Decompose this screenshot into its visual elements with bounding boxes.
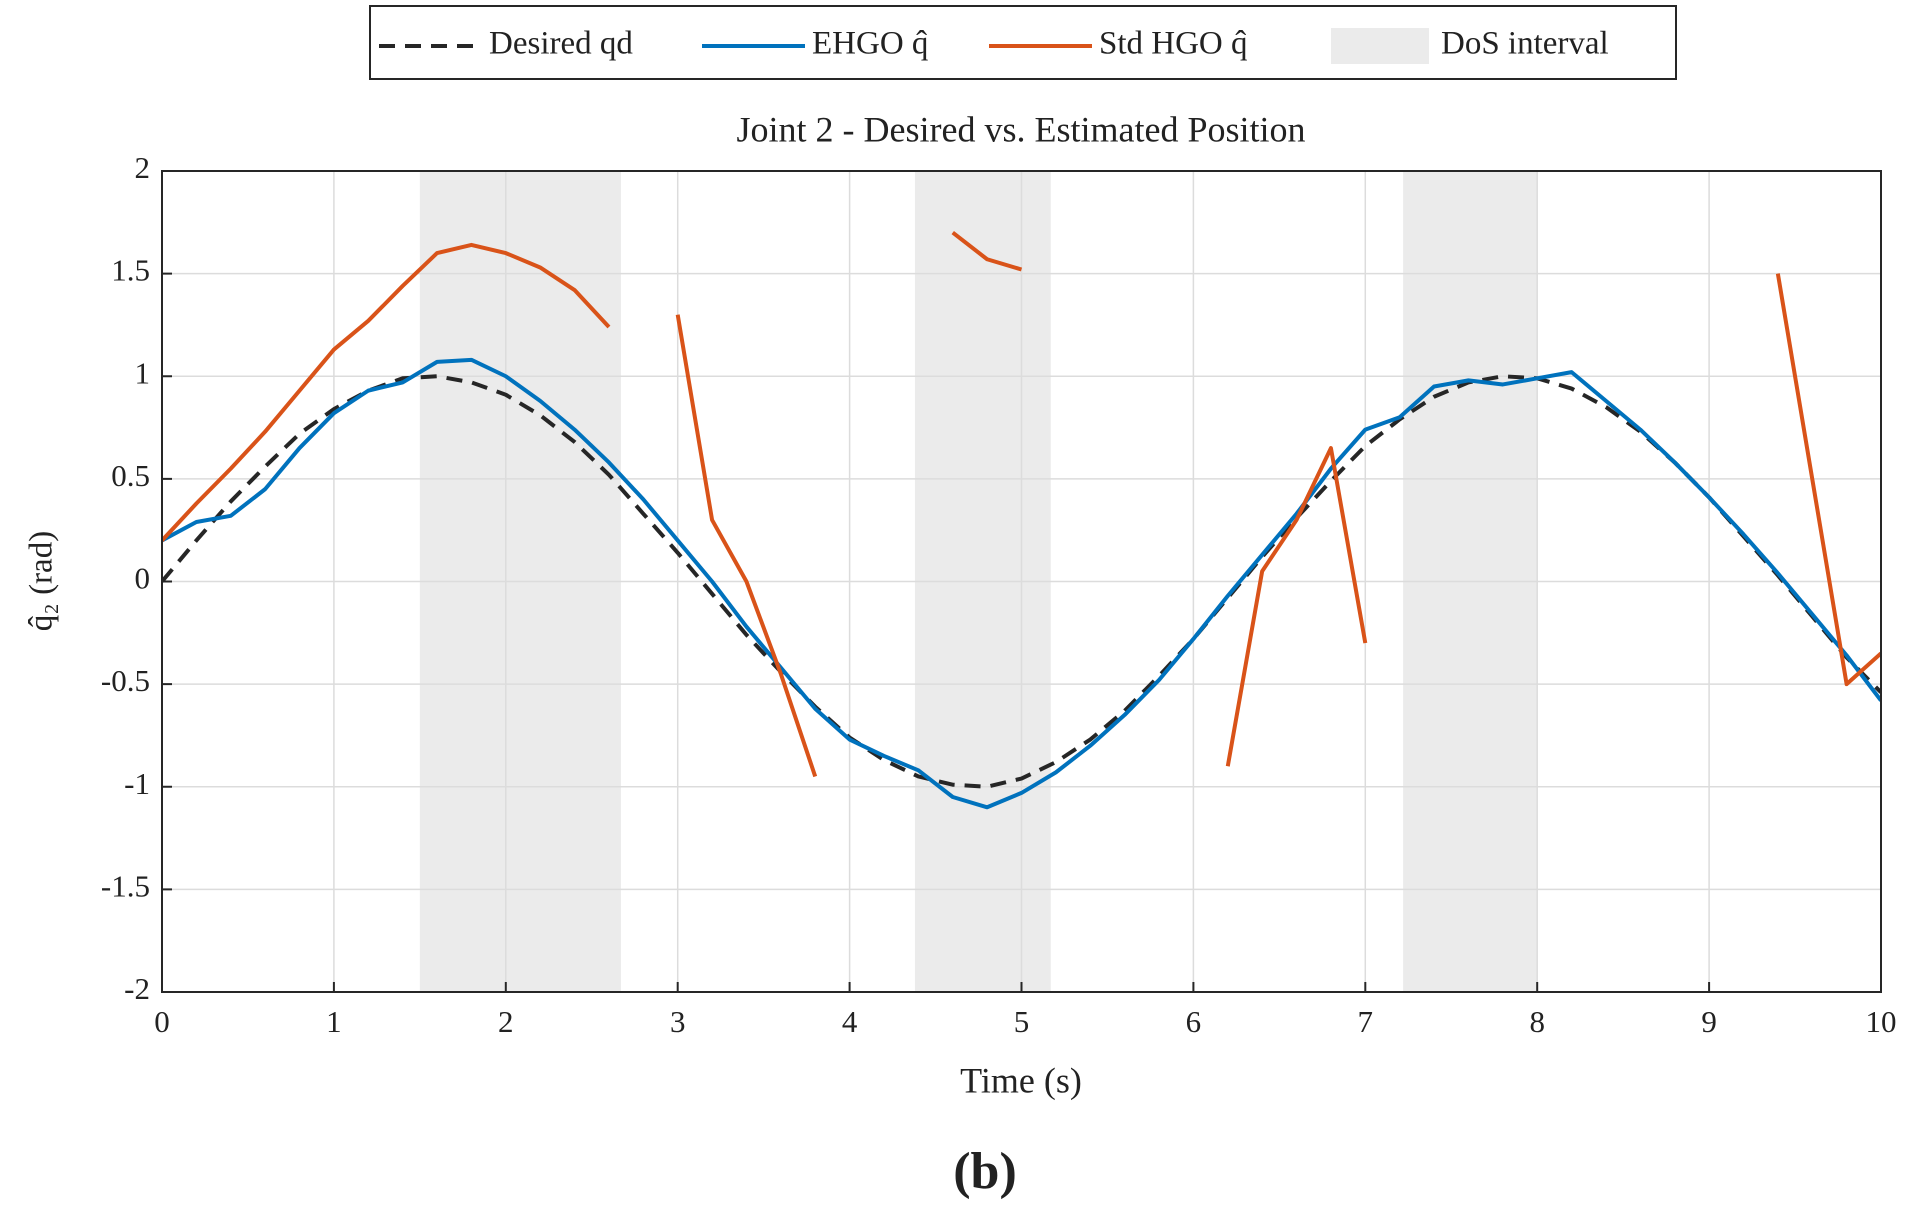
x-axis-label: Time (s) [960,1060,1082,1100]
x-tick-label: 5 [1014,1004,1030,1039]
legend: Desired qd EHGO q̂ Std HGO q̂ DoS interval [379,26,1609,64]
series-line [162,230,1881,778]
x-tick-label: 7 [1358,1004,1374,1039]
series-line [162,357,1881,810]
x-tick-label: 0 [154,1004,170,1039]
x-tick-label: 8 [1529,1004,1545,1039]
legend-label: DoS interval [1441,26,1609,62]
y-tick-label: -0.5 [101,663,150,698]
y-tick-label: 2 [135,150,151,185]
series-line [162,374,1881,789]
y-tick-label: -1 [124,766,150,801]
legend-label: Std HGO q̂ [1099,26,1248,62]
x-tick-label: 10 [1866,1004,1897,1039]
y-tick-label: 1.5 [111,253,150,288]
y-tick-label: 1 [135,355,151,390]
y-tick-label: -1.5 [101,868,150,903]
lines-layer [162,230,1881,810]
x-tick-label: 4 [842,1004,858,1039]
legend-swatch [1331,28,1429,64]
legend-box [369,5,1677,80]
caption: (b) [953,1143,1017,1200]
x-tick-label: 3 [670,1004,686,1039]
legend-label: Desired qd [489,26,633,62]
y-tick-label: 0 [135,561,151,596]
x-tick-label: 9 [1701,1004,1717,1039]
y-tick-label: -2 [124,971,150,1006]
x-tick-label: 6 [1186,1004,1202,1039]
x-tick-label: 1 [326,1004,342,1039]
plot-frame [161,170,1882,993]
x-tick-label: 2 [498,1004,514,1039]
chart-title: Joint 2 - Desired vs. Estimated Position [737,109,1306,149]
y-tick-label: 0.5 [111,458,150,493]
grid-layer: 0 1 2 3 4 5 6 7 8 9 10 -2 -1.5 -1 -0.5 0 0.5 1 1.5 2 [101,150,1897,1039]
legend-label: EHGO q̂ [812,26,928,62]
y-axis-label: q̂₂ (rad) [24,531,60,631]
